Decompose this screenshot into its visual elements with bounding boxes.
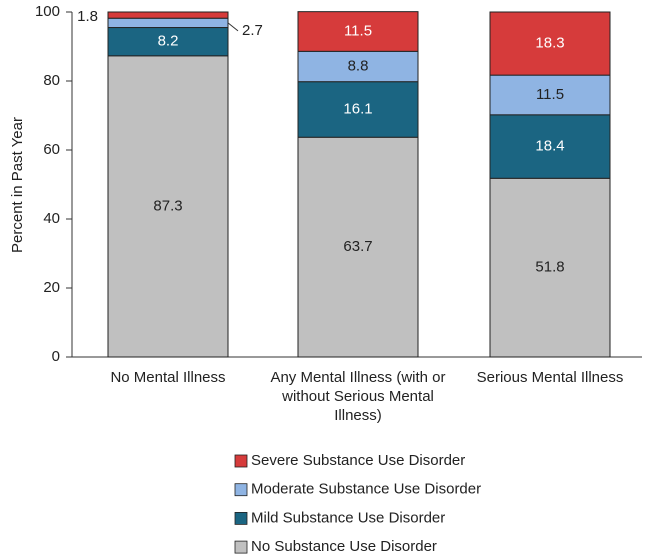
- value-label: 8.8: [348, 57, 369, 74]
- value-label: 18.3: [535, 35, 564, 52]
- value-label: 1.8: [77, 8, 98, 25]
- bar-segment: [297, 81, 419, 138]
- bar-segment: [107, 11, 229, 19]
- value-label: 2.7: [242, 22, 263, 39]
- legend-swatch: [234, 540, 248, 554]
- legend-swatch: [234, 454, 248, 468]
- y-tick-label: 80: [43, 72, 60, 89]
- bar-segment: [489, 11, 611, 76]
- legend-label: Moderate Substance Use Disorder: [251, 481, 481, 498]
- legend-label: No Substance Use Disorder: [251, 538, 437, 555]
- y-tick-label: 40: [43, 210, 60, 227]
- bar-segment: [489, 114, 611, 179]
- y-tick-label: 20: [43, 279, 60, 296]
- x-tick-label: No Mental Illness: [110, 369, 226, 386]
- value-label: 63.7: [343, 238, 372, 255]
- value-label: 11.5: [536, 86, 564, 103]
- bar-segment: [297, 11, 419, 52]
- bar-segment: [107, 17, 229, 29]
- x-tick-label: Any Mental Illness (with or without Seri…: [270, 369, 446, 424]
- value-label: 87.3: [153, 197, 182, 214]
- bar-segment: [297, 50, 419, 83]
- legend-label: Mild Substance Use Disorder: [251, 509, 445, 526]
- x-tick-label: Serious Mental Illness: [476, 369, 624, 386]
- leader-line: [227, 22, 239, 32]
- value-label: 18.4: [535, 138, 564, 155]
- y-axis-label: Percent in Past Year: [9, 117, 26, 253]
- bar-segment: [107, 55, 229, 358]
- value-label: 8.2: [158, 33, 179, 50]
- bar-segment: [107, 27, 229, 57]
- value-label: 16.1: [343, 100, 372, 117]
- y-tick-label: 60: [43, 141, 60, 158]
- legend-label: Severe Substance Use Disorder: [251, 452, 465, 469]
- value-label: 51.8: [535, 259, 564, 276]
- bar-segment: [297, 136, 419, 358]
- legend-swatch: [234, 512, 248, 525]
- bar-segment: [489, 74, 611, 116]
- y-tick-label: 0: [52, 348, 60, 365]
- y-tick-label: 100: [35, 3, 60, 20]
- legend-swatch: [234, 483, 248, 497]
- value-label: 11.5: [344, 22, 372, 39]
